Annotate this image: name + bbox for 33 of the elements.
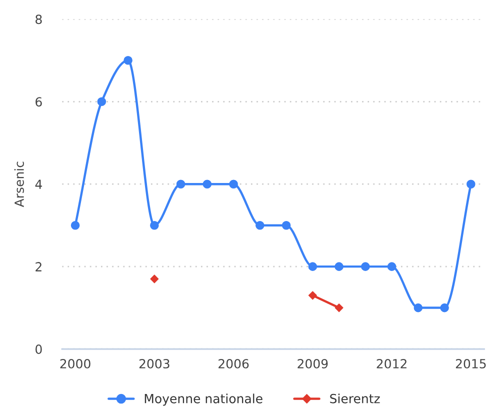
point xyxy=(202,180,212,189)
point xyxy=(334,262,344,271)
y-tick-label: 4 xyxy=(35,180,42,189)
point xyxy=(150,274,159,284)
legend-label: Moyenne nationale xyxy=(144,394,262,406)
point xyxy=(414,303,423,312)
x-tick-label: 2009 xyxy=(298,358,328,368)
point xyxy=(387,262,396,271)
point xyxy=(150,220,159,230)
x-tick-label: 2000 xyxy=(60,358,90,368)
point xyxy=(97,97,106,106)
x-tick-label: 2012 xyxy=(376,358,406,368)
legend-label: Sierentz xyxy=(330,394,380,404)
point xyxy=(256,220,264,230)
point xyxy=(334,304,344,312)
point xyxy=(466,180,476,189)
x-tick-label: 2003 xyxy=(139,358,170,368)
point xyxy=(176,180,186,189)
point xyxy=(440,303,449,312)
y-tick-label: 8 xyxy=(36,14,42,24)
y-tick-label: 2 xyxy=(36,262,42,272)
point xyxy=(308,262,318,271)
y-tick-label: 6 xyxy=(36,97,42,107)
point xyxy=(308,291,317,300)
y-tick-label: 0 xyxy=(36,344,42,354)
point xyxy=(124,56,132,65)
point xyxy=(282,220,291,230)
point xyxy=(361,262,370,271)
x-tick-label: 2006 xyxy=(218,358,249,368)
y-axis-title: Arsenic xyxy=(14,162,24,208)
point xyxy=(229,180,238,189)
point xyxy=(70,220,80,230)
x-tick-label: 2015 xyxy=(456,358,486,368)
